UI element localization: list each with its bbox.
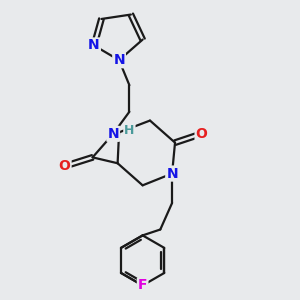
Text: O: O xyxy=(59,159,70,173)
Text: N: N xyxy=(113,53,125,67)
Text: F: F xyxy=(138,278,147,292)
Text: H: H xyxy=(124,124,135,137)
Text: N: N xyxy=(166,167,178,181)
Text: N: N xyxy=(88,38,100,52)
Text: N: N xyxy=(107,127,119,141)
Text: O: O xyxy=(196,127,208,141)
